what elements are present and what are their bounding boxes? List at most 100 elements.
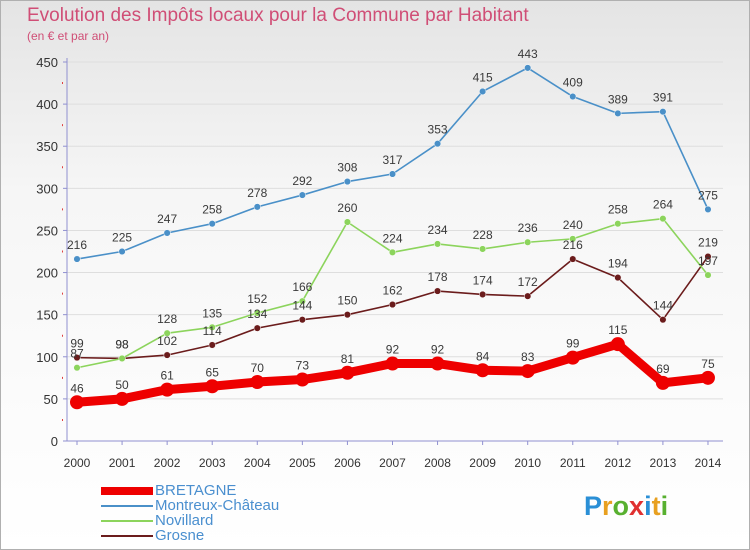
data-point	[163, 329, 171, 337]
data-label: 292	[292, 174, 312, 188]
data-label: 61	[160, 369, 174, 383]
y-tick-label: 100	[36, 350, 58, 365]
logo-letter: r	[602, 491, 613, 521]
x-tick-label: 2010	[514, 456, 541, 470]
data-point	[388, 301, 397, 309]
data-point	[475, 363, 490, 378]
data-label: 144	[653, 299, 673, 313]
chart-title: Evolution des Impôts locaux pour la Comm…	[27, 5, 529, 26]
data-label: 144	[292, 299, 312, 313]
data-point	[659, 215, 667, 223]
data-point	[479, 245, 487, 253]
data-point	[700, 370, 715, 385]
data-point	[565, 350, 580, 365]
data-point	[160, 382, 175, 397]
data-point	[163, 351, 171, 359]
y-tick-label: 300	[36, 181, 58, 196]
data-label: 92	[431, 343, 445, 357]
data-label: 308	[337, 161, 357, 175]
data-label: 194	[608, 257, 628, 271]
legend-item-grosne: Grosne	[101, 528, 361, 543]
data-label: 75	[701, 357, 715, 371]
data-point	[569, 235, 577, 243]
data-point	[340, 365, 355, 380]
data-point	[524, 64, 532, 72]
data-label: 219	[698, 236, 718, 250]
data-point	[704, 205, 712, 213]
logo-letter: t	[651, 491, 661, 521]
data-label: 389	[608, 92, 628, 106]
data-point	[434, 240, 442, 248]
data-point	[524, 238, 532, 246]
legend-item-novillard: Novillard	[101, 513, 361, 528]
y-tick-label: 400	[36, 97, 58, 112]
data-label: 172	[518, 275, 538, 289]
x-tick-label: 2002	[154, 456, 181, 470]
data-point	[614, 109, 622, 117]
data-label: 317	[382, 153, 402, 167]
logo-letter: i	[644, 491, 652, 521]
y-tick-label: 450	[36, 55, 58, 70]
data-label: 99	[566, 337, 580, 351]
data-point	[434, 140, 442, 148]
data-label: 174	[473, 273, 493, 287]
data-label: 128	[157, 312, 177, 326]
data-label: 275	[698, 188, 718, 202]
data-point	[704, 271, 712, 279]
x-tick-label: 2005	[289, 456, 316, 470]
data-point	[569, 255, 577, 263]
data-point	[659, 316, 667, 324]
data-point	[614, 220, 622, 228]
data-point	[343, 218, 351, 226]
data-point	[343, 178, 351, 186]
legend-label-montreux: Montreux-Château	[155, 497, 280, 514]
legend-swatch-novillard	[101, 520, 153, 522]
data-point	[205, 379, 220, 394]
data-label: 234	[428, 223, 448, 237]
data-label: 84	[476, 349, 490, 363]
data-label: 99	[70, 337, 84, 351]
legend-swatch-bretagne	[101, 487, 153, 495]
logo-letter: o	[612, 491, 630, 521]
legend-item-bretagne: BRETAGNE	[101, 483, 361, 498]
x-tick-label: 2006	[334, 456, 361, 470]
logo-letter: x	[629, 491, 645, 521]
data-label: 415	[473, 70, 493, 84]
data-label: 81	[341, 352, 355, 366]
x-tick-label: 2008	[424, 456, 451, 470]
data-label: 46	[70, 381, 84, 395]
data-point	[118, 354, 126, 363]
y-tick-label: 200	[36, 266, 58, 281]
data-label: 178	[428, 270, 448, 284]
logo-letter: i	[660, 491, 669, 521]
data-point	[524, 292, 532, 300]
data-label: 216	[67, 238, 87, 252]
legend-label-bretagne: BRETAGNE	[155, 482, 237, 499]
data-label: 278	[247, 186, 267, 200]
data-point	[295, 372, 310, 387]
data-point	[253, 309, 261, 317]
data-point	[479, 290, 487, 299]
data-label: 216	[563, 238, 583, 252]
data-label: 236	[518, 221, 538, 235]
data-point	[163, 229, 171, 237]
data-point	[569, 92, 577, 101]
data-point	[388, 170, 397, 178]
legend-swatch-montreux	[101, 505, 153, 507]
data-label: 258	[608, 203, 628, 217]
chart-subtitle: (en € et par an)	[27, 29, 110, 43]
y-tick-label: 50	[44, 392, 58, 407]
data-point	[73, 354, 81, 362]
data-point	[610, 337, 625, 352]
data-point	[298, 316, 306, 324]
data-label: 353	[428, 123, 448, 137]
data-label: 114	[203, 324, 222, 338]
data-point	[434, 287, 442, 295]
data-point	[253, 203, 261, 211]
logo-letter: P	[584, 491, 603, 521]
data-point	[343, 311, 351, 319]
y-tick-label: 250	[36, 223, 58, 238]
data-label: 260	[337, 201, 357, 215]
data-label: 69	[656, 362, 670, 376]
data-point	[479, 87, 487, 96]
